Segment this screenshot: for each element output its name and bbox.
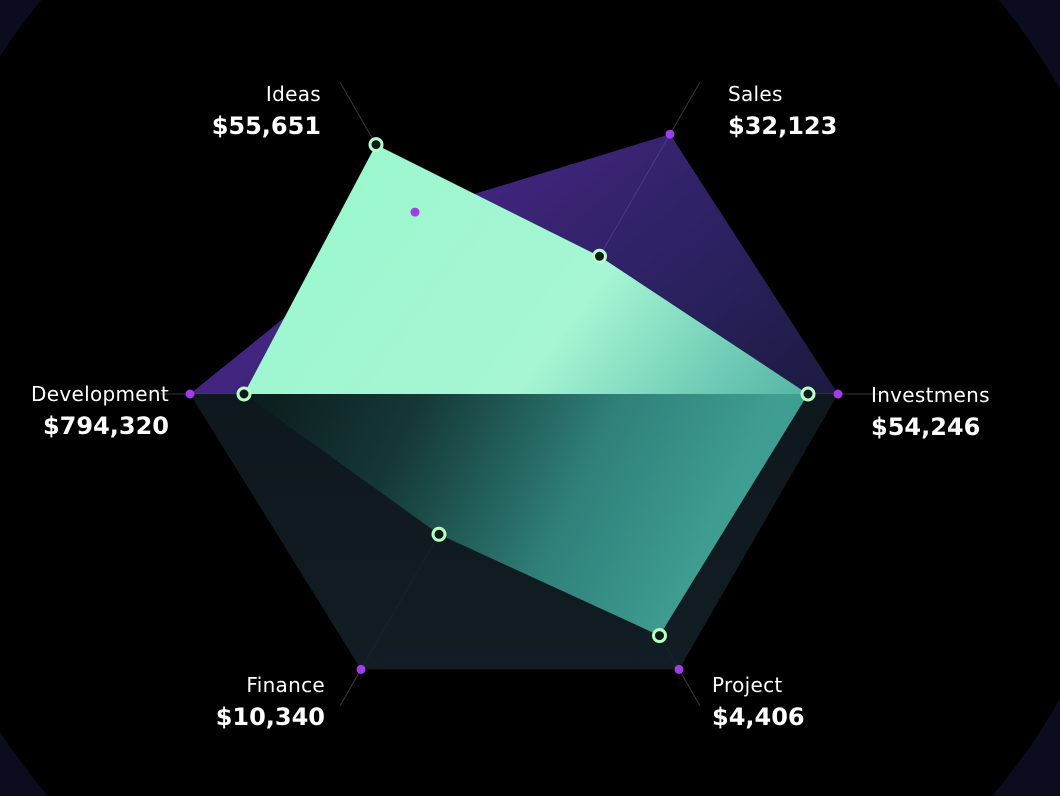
- series-1-point-ideas: [410, 207, 420, 217]
- axis-value-sales: $32,123: [728, 112, 838, 140]
- axis-name-project: Project: [712, 673, 783, 697]
- series-2-point-sales: [592, 248, 607, 264]
- axis-label-ideas: Ideas $55,651: [212, 84, 321, 138]
- series-2-point-development: [236, 386, 252, 402]
- series-2-point-investments: [800, 386, 816, 402]
- series-2-area-lower: [244, 394, 808, 636]
- series-1-point-development: [185, 389, 195, 399]
- series-2-point-finance: [431, 526, 447, 542]
- series-2-area: [244, 144, 808, 636]
- axis-label-project: Project $4,406: [712, 675, 805, 729]
- axis-name-ideas: Ideas: [265, 82, 321, 106]
- series-1-point-project: [674, 664, 684, 674]
- series-1-point-investments: [833, 389, 843, 399]
- axis-name-investments: Investmens: [871, 383, 990, 407]
- series-2-area-upper: [244, 144, 808, 394]
- series-1-point-finance: [356, 664, 366, 674]
- axis-value-ideas: $55,651: [211, 112, 321, 140]
- axis-value-investments: $54,246: [871, 413, 981, 441]
- axis-name-development: Development: [31, 382, 169, 406]
- axis-value-finance: $10,340: [215, 703, 325, 731]
- series-2-point-project: [652, 628, 667, 644]
- axis-name-finance: Finance: [246, 673, 325, 697]
- axis-label-finance: Finance $10,340: [216, 675, 325, 729]
- axis-value-project: $4,406: [712, 703, 805, 731]
- axis-name-sales: Sales: [728, 82, 783, 106]
- axis-label-sales: Sales $32,123: [728, 84, 837, 138]
- series-2-point-ideas: [368, 137, 384, 153]
- axis-label-development: Development $794,320: [31, 384, 169, 438]
- series-1-point-sales: [665, 129, 675, 139]
- axis-label-investments: Investmens $54,246: [871, 385, 990, 439]
- axis-value-development: $794,320: [42, 412, 169, 440]
